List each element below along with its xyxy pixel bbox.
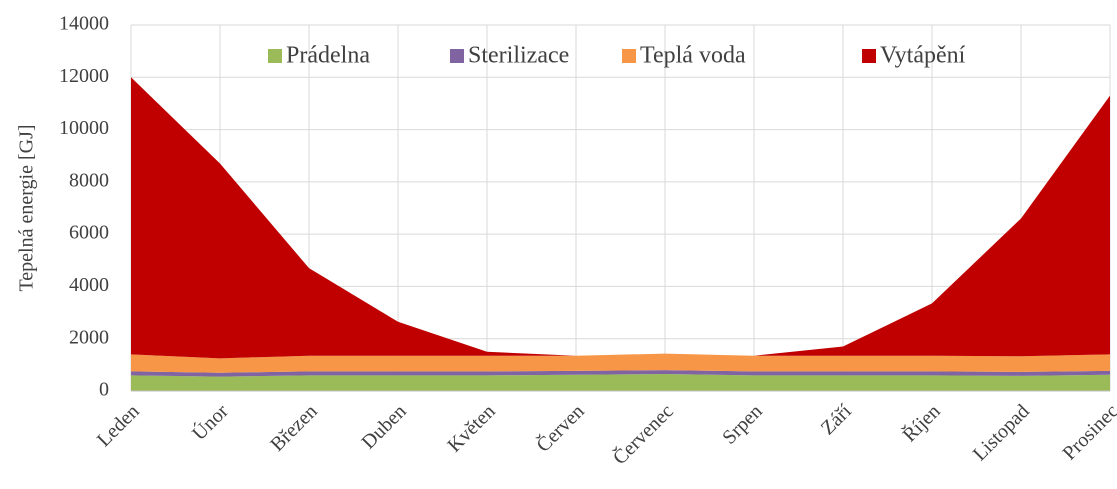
x-tick-label: Leden bbox=[93, 400, 144, 451]
y-tick-label: 10000 bbox=[59, 117, 109, 139]
area bbox=[131, 353, 1110, 373]
legend-swatch bbox=[622, 49, 636, 63]
x-tick-label: Listopad bbox=[969, 400, 1034, 465]
legend-label: Sterilizace bbox=[468, 43, 569, 69]
x-tick-label: Prosinec bbox=[1059, 400, 1117, 464]
legend-swatch bbox=[268, 49, 282, 63]
y-tick-label: 4000 bbox=[69, 274, 109, 296]
legend-swatch bbox=[862, 49, 876, 63]
x-tick-label: Září bbox=[817, 400, 856, 439]
x-tick-label: Únor bbox=[187, 399, 233, 445]
legend-label: Prádelna bbox=[286, 43, 370, 69]
y-axis-label: Tepelná energie [GJ] bbox=[16, 124, 38, 291]
y-tick-label: 8000 bbox=[69, 169, 109, 191]
y-tick-label: 6000 bbox=[69, 222, 109, 244]
area bbox=[131, 374, 1110, 391]
x-tick-label: Květen bbox=[443, 400, 499, 456]
x-tick-label: Říjen bbox=[898, 400, 945, 447]
legend-swatch bbox=[450, 49, 464, 63]
area bbox=[131, 77, 1110, 359]
x-tick-label: Březen bbox=[266, 400, 322, 456]
legend-label: Teplá voda bbox=[640, 43, 746, 69]
x-tick-label: Červen bbox=[531, 399, 589, 457]
y-tick-label: 2000 bbox=[69, 326, 109, 348]
y-tick-label: 14000 bbox=[59, 13, 109, 35]
x-tick-label: Duben bbox=[358, 400, 411, 453]
area bbox=[131, 370, 1110, 377]
y-tick-label: 12000 bbox=[59, 65, 109, 87]
legend-label: Vytápění bbox=[880, 43, 966, 69]
x-tick-label: Červenec bbox=[607, 399, 677, 469]
x-tick-label: Srpen bbox=[718, 400, 767, 449]
y-tick-label: 0 bbox=[99, 379, 109, 401]
